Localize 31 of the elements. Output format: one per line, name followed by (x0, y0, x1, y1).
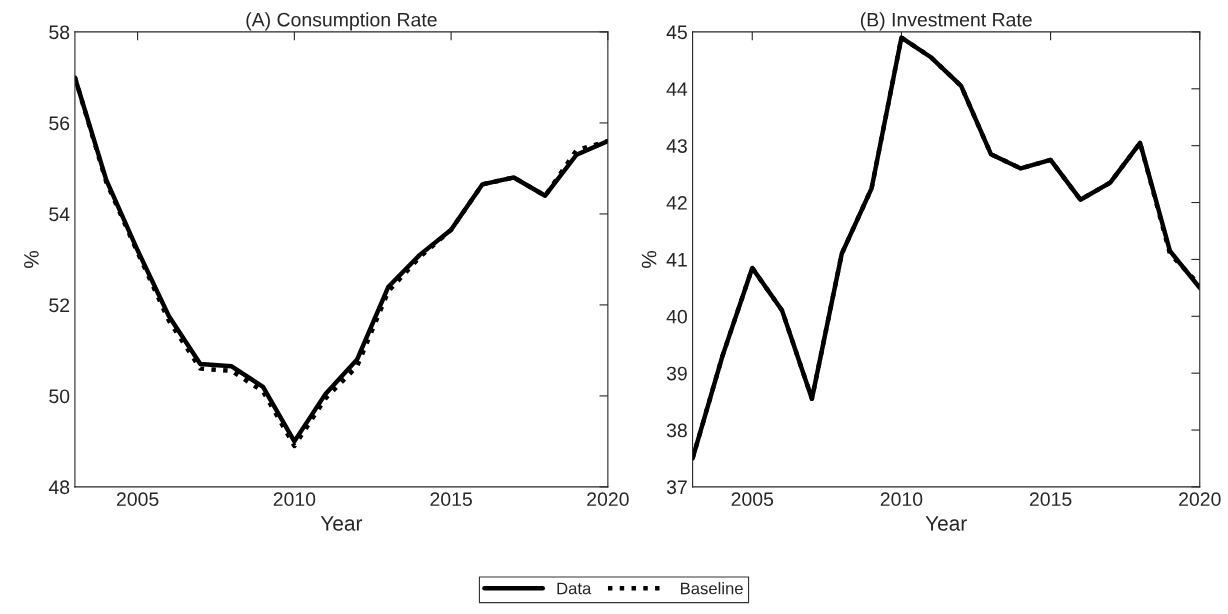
y-tick-label: 52 (49, 298, 70, 313)
y-axis-title: % (641, 250, 657, 268)
legend-label: Baseline (681, 582, 743, 595)
x-axis-title: Year (925, 516, 967, 531)
x-tick-label: 2010 (273, 492, 316, 507)
y-tick-label: 45 (666, 25, 687, 40)
y-tick-label: 37 (666, 480, 687, 495)
y-tick-label: 56 (49, 116, 70, 131)
chart-title: (B) Investment Rate (860, 12, 1032, 31)
y-tick-label: 38 (666, 423, 687, 438)
y-tick-label: 58 (49, 25, 70, 40)
y-tick-label: 39 (666, 366, 687, 381)
y-tick-label: 41 (666, 253, 687, 267)
y-tick-label: 42 (666, 196, 687, 210)
y-tick-label: 48 (48, 480, 70, 495)
y-tick-label: 43 (666, 139, 687, 153)
x-axis-title: Year (320, 516, 363, 531)
y-axis-title: % (24, 250, 39, 268)
x-tick-label: 2015 (430, 492, 472, 507)
x-tick-label: 2005 (116, 492, 159, 507)
x-tick-label: 2020 (1179, 492, 1221, 507)
x-tick-label: 2015 (1029, 492, 1072, 507)
y-tick-label: 54 (49, 207, 70, 222)
y-tick-label: 50 (49, 389, 70, 404)
legend-label: Data (557, 582, 592, 595)
chart-title: (A) Consumption Rate (246, 12, 437, 31)
x-tick-label: 2010 (880, 492, 923, 507)
y-tick-label: 44 (666, 82, 688, 96)
x-tick-label: 2005 (731, 492, 774, 507)
x-tick-label: 2020 (587, 492, 629, 507)
y-tick-label: 40 (666, 309, 687, 324)
